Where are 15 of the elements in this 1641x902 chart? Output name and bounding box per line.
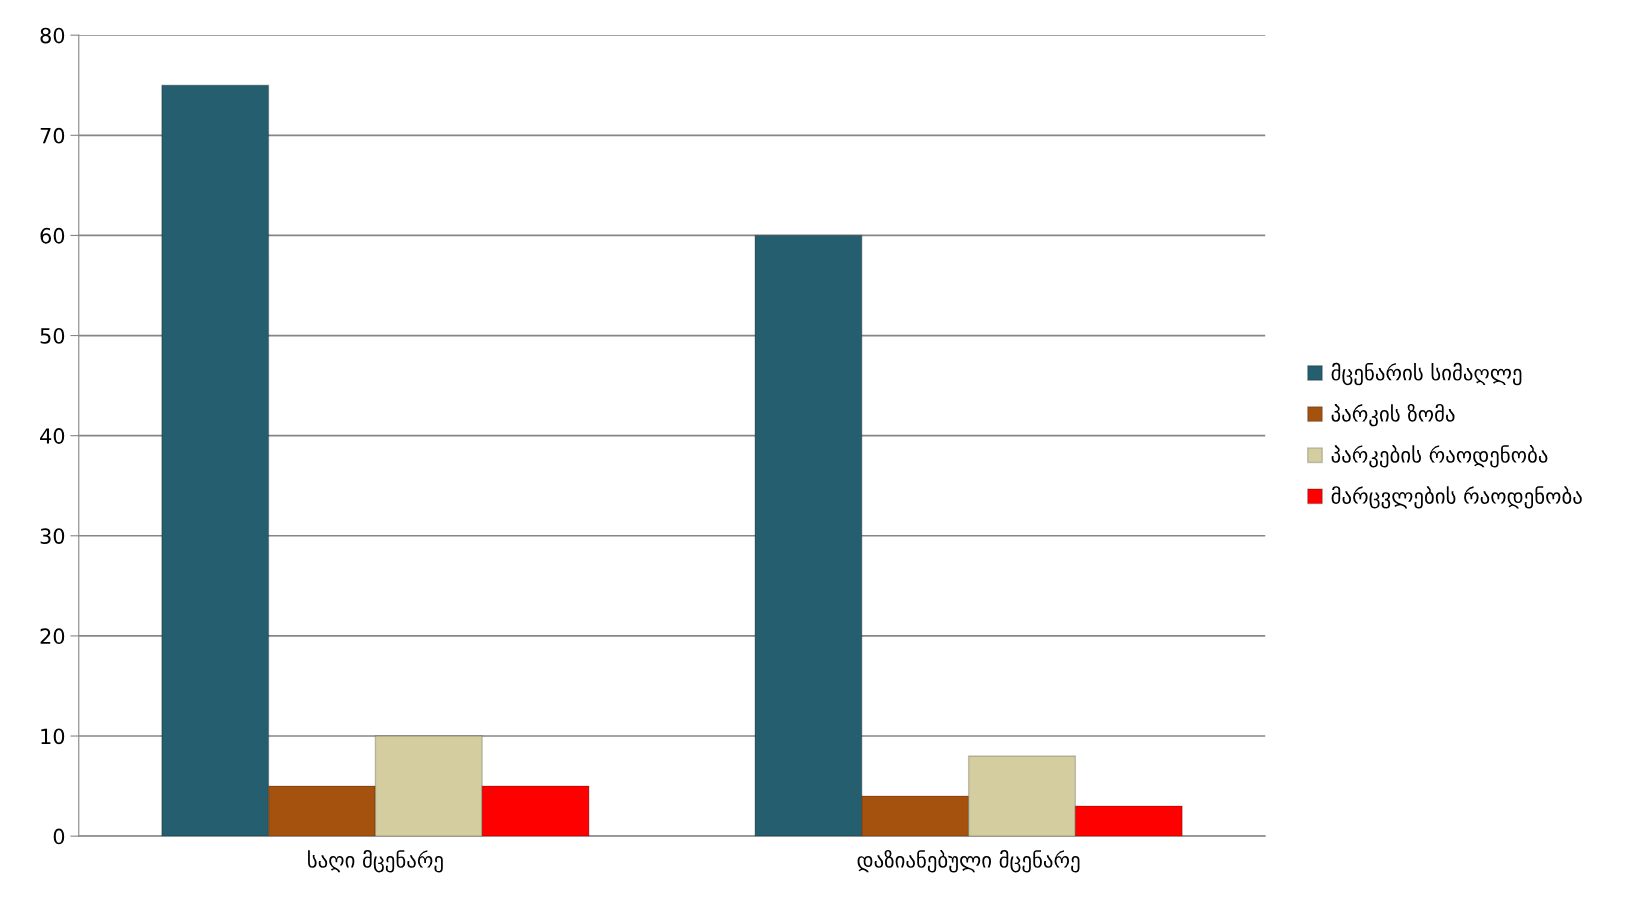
x-tick-label: დაზიანებული მცენარე: [857, 850, 1080, 873]
legend-label: პარკის ზომა: [1331, 403, 1455, 427]
y-tick-label: 30: [40, 528, 65, 544]
legend-label: მცენარის სიმაღლე: [1331, 362, 1522, 386]
y-tick-label: 40: [40, 428, 65, 444]
y-tick-label: 10: [41, 728, 65, 745]
y-tick-label: 60: [40, 227, 65, 244]
y-tick-label: 50: [40, 328, 65, 344]
x-tick-label: საღი მცენარე: [308, 850, 443, 873]
y-tick-label: 70: [40, 127, 65, 144]
y-tick-label: 0: [53, 828, 65, 845]
y-tick-label: 80: [40, 27, 65, 44]
legend-label: მარცვლების რაოდენობა: [1331, 486, 1582, 509]
legend-label: პარკების რაოდენობა: [1331, 445, 1548, 468]
y-tick-label: 20: [40, 628, 65, 645]
